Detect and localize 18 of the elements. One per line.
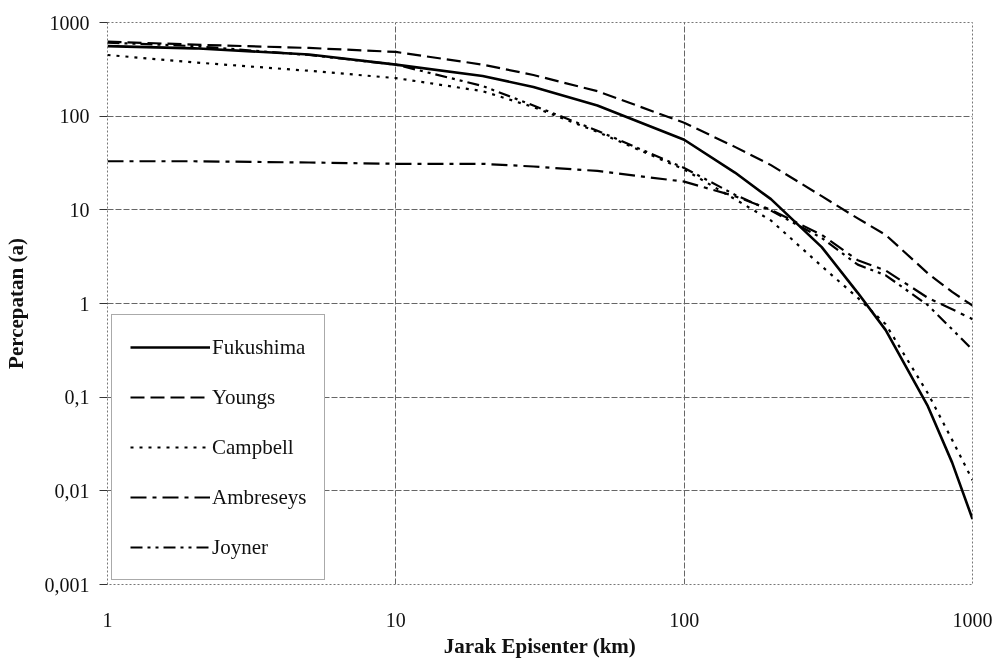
y-tick-label: 0,001 <box>44 573 90 596</box>
x-axis-title: Jarak Episenter (km) <box>443 633 636 658</box>
legend-label: Joyner <box>212 533 268 561</box>
legend-label: Youngs <box>212 383 276 411</box>
legend-label: Campbell <box>212 433 294 461</box>
y-axis-title: Percepatan (a) <box>3 238 28 369</box>
x-tick-label: 1000 <box>952 608 993 631</box>
x-tick-label: 10 <box>385 608 406 631</box>
y-tick-label: 1000 <box>49 11 90 34</box>
y-tick-label: 0,1 <box>64 386 90 409</box>
legend-label: Ambreseys <box>212 483 307 511</box>
y-tick-label: 10 <box>69 198 90 221</box>
y-tick-label: 100 <box>59 105 90 128</box>
x-tick-label: 1 <box>102 608 113 631</box>
y-tick-label: 1 <box>79 292 90 315</box>
y-tick-label: 0,01 <box>54 479 90 502</box>
legend-label: Fukushima <box>212 333 306 361</box>
x-tick-label: 100 <box>669 608 700 631</box>
